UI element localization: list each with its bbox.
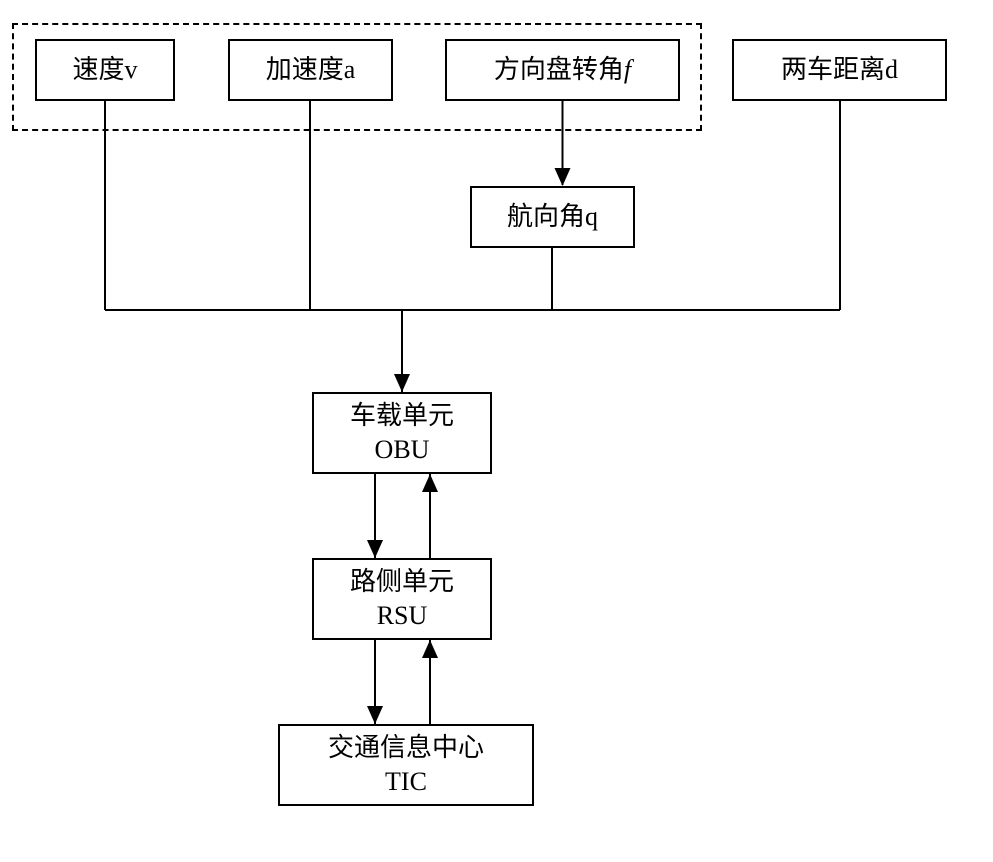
node-tic-line1: 交通信息中心 (328, 731, 484, 765)
node-heading: 航向角q (470, 186, 635, 248)
node-steering: 方向盘转角f (445, 39, 680, 101)
node-obu-line2: OBU (375, 433, 430, 467)
node-speed-label: 速度v (72, 53, 137, 87)
node-heading-label: 航向角q (507, 200, 598, 234)
node-rsu: 路侧单元 RSU (312, 558, 492, 640)
node-speed: 速度v (35, 39, 175, 101)
node-rsu-line1: 路侧单元 (350, 565, 454, 599)
node-accel: 加速度a (228, 39, 393, 101)
node-obu-line1: 车载单元 (350, 399, 454, 433)
node-tic-line2: TIC (385, 765, 427, 799)
node-accel-label: 加速度a (266, 53, 356, 87)
node-distance-label: 两车距离d (781, 53, 898, 87)
node-steering-label: 方向盘转角f (494, 53, 631, 87)
node-tic: 交通信息中心 TIC (278, 724, 534, 806)
node-rsu-line2: RSU (377, 599, 428, 633)
node-distance: 两车距离d (732, 39, 947, 101)
node-obu: 车载单元 OBU (312, 392, 492, 474)
